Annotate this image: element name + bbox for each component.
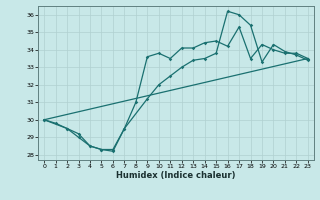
X-axis label: Humidex (Indice chaleur): Humidex (Indice chaleur) xyxy=(116,171,236,180)
